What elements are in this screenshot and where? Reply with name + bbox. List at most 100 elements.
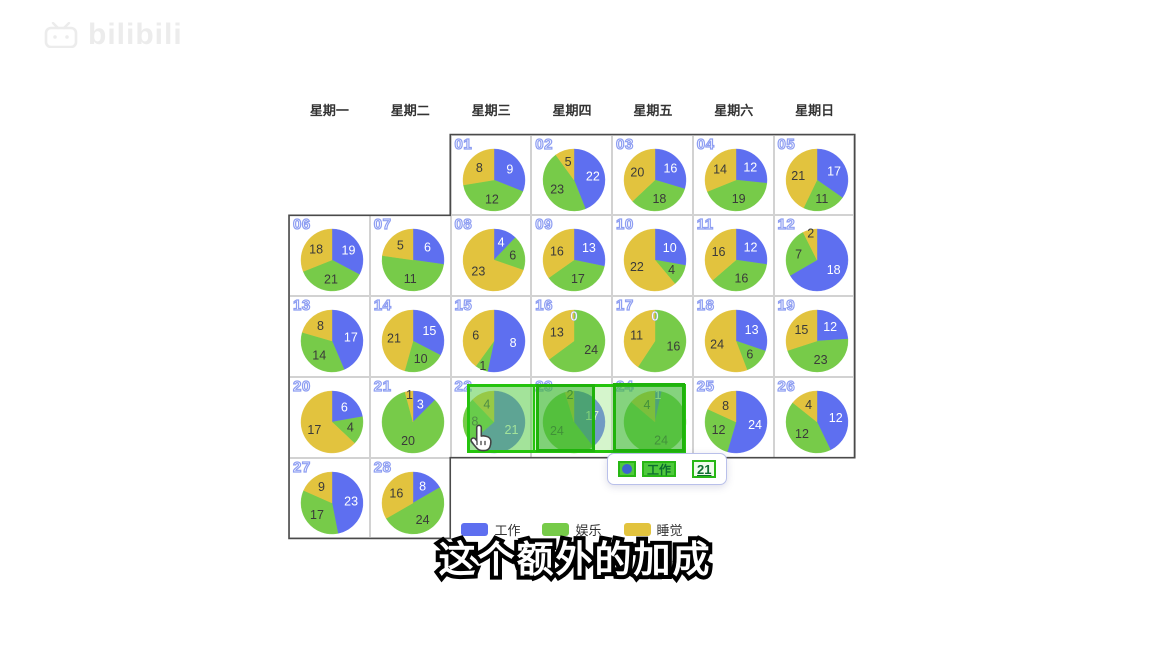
slice-value-label: 1 [479,359,486,373]
legend-swatch-sleep[interactable] [623,523,651,536]
day-pie-chart-17[interactable]: 0 16 11 [623,309,687,373]
slice-value-label: 21 [387,332,401,346]
calendar-day-cell-12[interactable]: 12 18 7 2 [773,215,855,297]
calendar-day-cell-05[interactable]: 05 17 11 21 [773,134,855,216]
day-number-label: 03 [615,135,634,153]
day-number-label: 15 [454,296,473,315]
day-pie-chart-21[interactable]: 3 20 1 [381,390,445,454]
day-pie-chart-09[interactable]: 13 17 16 [542,228,606,292]
selection-box-day-23[interactable] [536,384,595,452]
day-number-label: 09 [535,216,553,234]
weekday-header-row: 星期一 星期二 星期三 星期四 星期五 星期六 星期日 [289,100,855,119]
slice-value-label: 6 [509,249,516,263]
day-number-label: 17 [615,296,634,315]
calendar-day-cell-26[interactable]: 26 12 12 4 [773,376,855,458]
calendar-day-cell-16[interactable]: 16 0 24 13 [531,296,612,377]
day-pie-chart-26[interactable]: 12 12 4 [785,390,849,454]
slice-value-label: 16 [734,272,748,286]
weekday-label-1: 星期一 [309,103,349,118]
day-pie-chart-04[interactable]: 12 19 14 [704,148,768,212]
tooltip-series-marker [618,461,636,477]
legend-item-sleep[interactable]: 睡觉 [623,520,683,539]
day-pie-chart-19[interactable]: 12 23 15 [785,309,849,373]
weekday-label-2: 星期二 [390,103,430,118]
calendar-day-cell-25[interactable]: 25 24 12 8 [692,376,774,458]
slice-value-label: 16 [663,161,677,175]
day-pie-chart-07[interactable]: 6 11 5 [381,228,445,292]
weekday-label-5: 星期五 [633,103,673,118]
slice-value-label: 4 [805,398,812,412]
day-number-label: 10 [615,216,634,234]
slice-value-label: 18 [309,243,323,257]
calendar-day-cell-06[interactable]: 06 19 21 18 [289,215,370,297]
slice-value-label: 12 [828,411,842,425]
day-pie-chart-06[interactable]: 19 21 18 [300,228,364,292]
bilibili-tv-icon [44,22,78,48]
legend-swatch-work[interactable] [461,523,489,536]
day-number-label: 21 [373,377,392,395]
day-pie-chart-25[interactable]: 24 12 8 [704,390,768,454]
calendar-day-cell-01[interactable]: 01 9 12 8 [450,134,532,216]
day-pie-chart-11[interactable]: 12 16 16 [704,228,768,292]
calendar-day-cell-10[interactable]: 10 10 4 22 [612,215,693,297]
slice-value-label: 6 [472,328,479,342]
calendar-day-cell-19[interactable]: 19 12 23 15 [773,296,855,377]
calendar-day-cell-14[interactable]: 14 15 10 21 [369,296,451,377]
legend-swatch-fun[interactable] [542,523,570,536]
legend-item-fun[interactable]: 娱乐 [542,520,602,539]
calendar-day-cell-20[interactable]: 20 6 4 17 [289,376,370,458]
selection-box-day-24[interactable] [613,383,685,452]
calendar-day-cell-09[interactable]: 09 13 17 16 [531,215,612,297]
day-pie-chart-08[interactable]: 46 23 [462,228,526,292]
day-pie-chart-15[interactable]: 8 1 6 [462,309,526,373]
legend-item-work[interactable]: 工作 [461,520,520,539]
slice-value-label: 17 [571,272,585,286]
slice-value-label: 9 [318,480,325,494]
calendar-day-cell-17[interactable]: 17 0 16 11 [612,296,693,377]
day-pie-chart-16[interactable]: 0 24 13 [542,309,606,373]
day-pie-chart-10[interactable]: 10 4 22 [623,228,687,292]
day-pie-chart-20[interactable]: 6 4 17 [300,390,364,454]
slice-value-label: 19 [731,192,745,206]
weekday-label-3: 星期三 [471,103,511,118]
slice-value-label: 16 [666,340,680,354]
slice-value-label: 20 [630,165,644,179]
tooltip-value: 21 [692,460,717,478]
slice-value-label: 21 [791,168,805,182]
slice-value-label: 16 [550,245,564,259]
slice-value-label: 4 [497,236,504,250]
slice-value-label: 16 [389,486,403,500]
day-pie-chart-02[interactable]: 22 235 [542,148,606,212]
day-pie-chart-18[interactable]: 13 6 24 [704,309,768,373]
slice-value-label: 24 [748,418,762,432]
day-pie-chart-01[interactable]: 9 12 8 [462,148,526,212]
slice-value-label: 8 [419,479,426,493]
slice-value-label: 3 [417,397,424,411]
day-number-label: 05 [777,135,796,153]
calendar-day-cell-07[interactable]: 07 6 11 5 [369,215,451,297]
day-pie-chart-05[interactable]: 17 11 21 [785,148,849,212]
slice-value-label: 12 [743,160,757,174]
calendar-day-cell-21[interactable]: 21 3 20 1 [369,376,451,458]
slice-value-label: 13 [744,323,758,337]
slice-value-label: 4 [668,263,675,277]
day-pie-chart-03[interactable]: 16 18 20 [623,148,687,212]
slice-value-label: 14 [713,162,727,176]
slice-value-label: 10 [663,241,677,255]
day-pie-chart-14[interactable]: 15 10 21 [381,309,445,373]
calendar-day-cell-03[interactable]: 03 16 18 20 [612,134,693,216]
slice-value-label: 23 [550,182,564,196]
day-pie-chart-13[interactable]: 17 14 8 [300,309,364,373]
slice-value-label: 20 [401,434,415,448]
day-number-label: 07 [373,216,392,234]
slice-value-label: 13 [550,326,564,340]
calendar-day-cell-02[interactable]: 02 22 23 5 [531,134,612,216]
calendar-day-cell-04[interactable]: 04 12 19 14 [692,134,774,216]
calendar-day-cell-11[interactable]: 11 12 16 16 [692,215,774,297]
calendar-day-cell-18[interactable]: 18 13 6 24 [692,296,774,377]
slice-value-label: 23 [471,265,485,279]
calendar-day-cell-15[interactable]: 15 8 1 6 [450,296,532,377]
calendar-day-cell-13[interactable]: 13 17 14 8 [289,296,370,377]
calendar-day-cell-08[interactable]: 08 4 6 23 [450,215,532,297]
